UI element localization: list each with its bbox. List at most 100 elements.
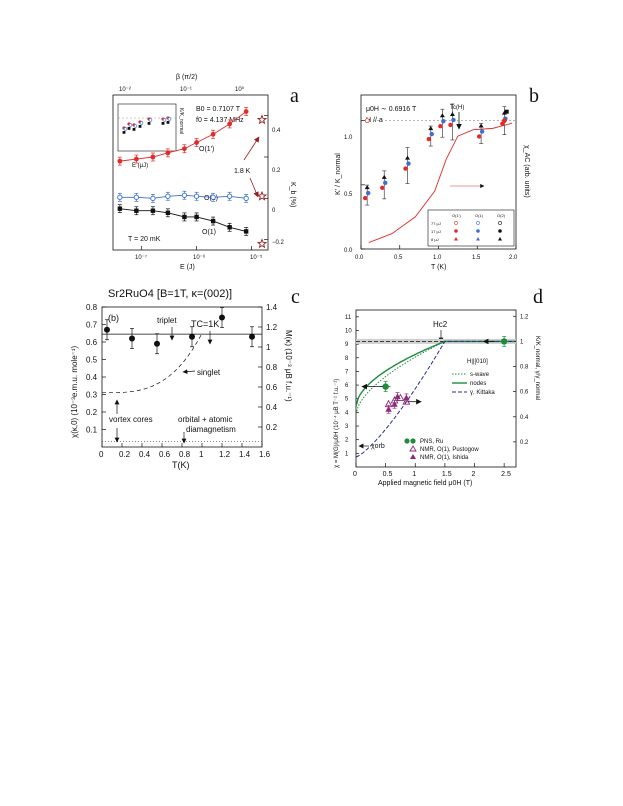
panel-d-dir: H||[010] [467, 359, 488, 365]
panel-b-legend-row: 8 μJ [431, 237, 439, 242]
panel-d-ishida-point [385, 405, 392, 412]
panel-b-field: μ0H ∼ 0.6916 T [366, 106, 417, 113]
panel-b-y-tick: 1.0 [344, 135, 353, 141]
panel-b-legend-marks [454, 221, 502, 241]
panel-a-point [117, 194, 123, 200]
panel-a-point [150, 154, 156, 160]
panel-a-inset-point [122, 131, 126, 134]
panel-b-xlabel: T (K) [431, 264, 446, 271]
panel-c-singlet: singlet [197, 368, 221, 377]
panel-c-y-tick: 0.5 [86, 356, 98, 365]
panel-a-star-point [256, 190, 268, 201]
panel-a-star-point [256, 114, 268, 125]
panel-d-yr-tick: 0.2 [520, 440, 529, 446]
panel-d-chi-orb: χorb [371, 443, 385, 450]
panel-b-point [405, 155, 410, 160]
panel-b-legend-col: O(1') [452, 213, 461, 218]
panel-d-y-tick: 11 [345, 315, 352, 321]
panel-a-inset-ylabel: K/K_normal [178, 108, 184, 134]
panel-a-point [133, 194, 140, 200]
panel-a-point [227, 225, 232, 230]
panel-d-ishida-point [391, 400, 398, 407]
panel-b-legend-mark [476, 221, 480, 225]
panel-d-y-tick: 8 [345, 356, 349, 362]
panel-d-ishida-point [394, 393, 401, 400]
panel-d-y-tick: 7 [345, 369, 349, 375]
panel-a-inset-point [138, 125, 142, 128]
panel-a-inset-point [128, 123, 133, 127]
panel-b-point [441, 119, 446, 124]
panel-b-legend-row: 77 μJ [431, 221, 441, 226]
panel-b-legend-mark [476, 237, 480, 241]
panel-b-tc: Tc(H) [450, 105, 464, 111]
panel-c-x-tick: 0.8 [179, 450, 191, 459]
panel-d-hc2: Hc2 [433, 320, 448, 329]
panel-a-b0: B0 = 0.7107 T [196, 106, 241, 113]
panel-c-y-tick: 0.3 [86, 391, 98, 400]
panel-b-point [429, 131, 434, 137]
panel-d-yr-tick: 0.8 [520, 365, 529, 371]
panel-a-point [134, 208, 139, 213]
panel-d-legend-pustogow [409, 445, 417, 452]
panel-a-series-label: O(1') [199, 146, 214, 153]
panel-a-point [193, 193, 200, 199]
panel-a-series-label: O(1) [202, 229, 216, 236]
panel-d-pns-point [500, 338, 508, 345]
panel-b-legend-col: O(1) [475, 213, 484, 218]
panel-b-legend-col: O(2) [497, 213, 506, 218]
panel-a-inset-point [166, 121, 170, 124]
panel-a-inset-point [132, 128, 136, 131]
panel-a-point [165, 150, 171, 156]
panel-a-point [243, 195, 249, 201]
panel-b-point [439, 113, 445, 118]
panel-a-point [243, 109, 249, 114]
panel-d: Hc2 H||[010] s-wave nodes γ, Kittaka PNS… [333, 309, 540, 487]
panel-d-ticks: 0 0.5 1 1.5 2 2.5 1 2 3 4 5 6 7 8 9 10 11 0.2 0.4 0.6 0.8 1 1.… [345, 314, 529, 478]
panel-d-legend-line: γ, Kittaka [470, 390, 495, 396]
panel-b-legend-mark [454, 221, 458, 225]
panel-c-yr-tick: 1.2 [266, 323, 278, 332]
panel-b-point [451, 117, 456, 123]
panel-a-top-tick: 10⁻¹ [180, 87, 192, 93]
panel-b-plot [360, 103, 517, 250]
panel-c-sublabel: (b) [108, 313, 119, 323]
panel-a-point [150, 208, 156, 213]
panel-a: β (π/2) 10⁻² 10⁻¹ 10⁰ 10⁻⁷ 10⁻⁶ 10⁻⁵ E (… [112, 74, 296, 271]
panel-b-ylabel-right: χ_AC (arb. units) [523, 145, 530, 198]
panel-d-swave-curve [355, 340, 516, 415]
panel-c-x-tick: 1.4 [239, 450, 251, 459]
panel-c-x-tick: 0.2 [119, 450, 131, 459]
panel-d-pustogow-point [402, 397, 411, 405]
panel-a-point [117, 158, 123, 164]
panel-b-point [449, 111, 455, 116]
panel-d-x-tick: 1.5 [442, 471, 452, 478]
panel-b-legend-mark [498, 229, 502, 233]
panel-c-y-tick: 0.8 [86, 303, 98, 312]
panel-c-ylabel-right: M(κ) (10⁻³ μB f.u.⁻¹) [284, 330, 293, 402]
panel-d-y-tick: 9 [345, 342, 349, 348]
panel-c-frame [101, 306, 263, 448]
panel-c-singlet-curve [101, 333, 203, 394]
panel-a-point [182, 146, 187, 152]
panel-a-temp2: 1.8 K [234, 168, 251, 175]
panel-b-legend-mark [498, 237, 502, 241]
panel-a-inset-point [133, 124, 138, 128]
panel-d-x-tick: 0 [353, 471, 357, 478]
panel-c-orbital: orbital + atomic [178, 415, 232, 424]
panel-b-point [380, 185, 385, 191]
panel-b-y-tick: 0.5 [344, 192, 353, 198]
panel-a-point [210, 194, 216, 200]
panel-b-x-tick: 2.0 [509, 255, 518, 261]
panel-d-yr-tick: 1 [520, 339, 524, 345]
panel-c-y-tick: 0.6 [86, 338, 98, 347]
panel-d-x-tick: 1 [412, 471, 416, 478]
panel-d-pns-point [382, 383, 389, 390]
panel-a-inset-point [139, 121, 144, 125]
panel-a-temp: T = 20 mK [128, 236, 161, 243]
panel-a-inset-point [161, 122, 165, 125]
panel-d-plot [355, 336, 516, 458]
panel-c-point [249, 333, 255, 340]
panel-b-x-tick: 1.5 [472, 255, 481, 261]
panel-b-point [476, 134, 482, 139]
panel-letter-b: b [529, 85, 539, 107]
